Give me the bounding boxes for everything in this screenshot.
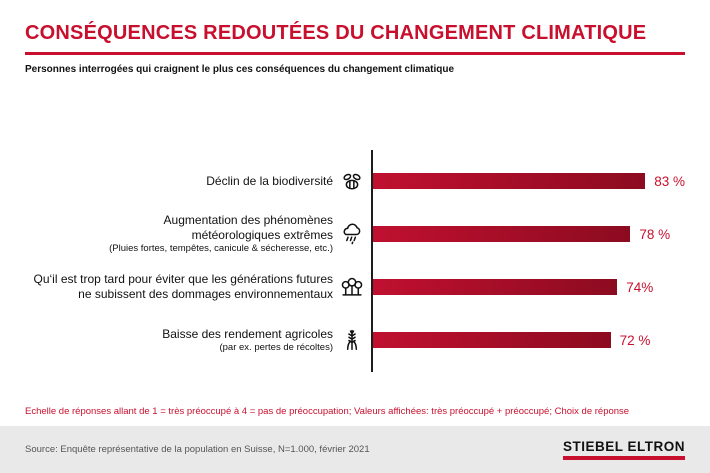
row-label-block: Augmentation des phénomènes météorologiq… [25,213,333,255]
row-label-block: Déclin de la biodiversité [25,174,333,189]
logo-red-bar [562,456,685,460]
bar-biodiversity [373,173,646,189]
trees-icon [333,274,371,300]
row-label-block: Qu‘il est trop tard pour éviter que les … [25,272,334,302]
source-text: Source: Enquête représentative de la pop… [25,444,370,455]
rain-cloud-icon [333,221,371,247]
bar-extreme-weather [373,226,631,242]
row-label-block: Baisse des rendement agricoles (par ex. … [25,327,333,354]
bar-value: 83 % [654,173,685,189]
row-label: Qu‘il est trop tard pour éviter que les … [33,272,334,301]
footer-bar: Source: Enquête représentative de la pop… [0,426,710,473]
chart-footnote: Echelle de réponses allant de 1 = très p… [25,406,630,417]
bar-value: 72 % [619,332,651,348]
page-title: CONSÉQUENCES REDOUTÉES DU CHANGEMENT CLI… [25,22,647,44]
row-label: Déclin de la biodiversité [206,173,333,188]
title-rule [25,52,685,55]
row-label: Augmentation des phénomènes météorologiq… [163,213,333,243]
chart-subtitle: Personnes interrogées qui craignent le p… [25,63,455,75]
row-sublabel: (par ex. pertes de récoltes) [219,341,333,353]
row-label: Baisse des rendement agricoles [162,326,333,341]
header: CONSÉQUENCES REDOUTÉES DU CHANGEMENT CLI… [0,0,710,75]
bar-agriculture [373,332,611,348]
chart-axis [371,149,373,372]
bar-row-too-late: Qu‘il est trop tard pour éviter que les … [25,261,685,314]
bee-icon [333,168,371,194]
logo-wordmark: STIEBEL ELTRON [562,439,685,454]
bar-value: 78 % [639,226,671,242]
bar-row-biodiversity: Déclin de la biodiversité 83 % [25,155,685,208]
bar-row-extreme-weather: Augmentation des phénomènes météorologiq… [25,208,685,261]
stiebel-eltron-logo: STIEBEL ELTRON [562,439,685,460]
bar-row-agriculture: Baisse des rendement agricoles (par ex. … [25,314,685,367]
bar-value: 74% [626,279,654,295]
bar-chart: Déclin de la biodiversité 83 % Augmentat… [25,149,685,372]
wheat-icon [333,327,371,353]
row-sublabel: (Pluies fortes, tempêtes, canicule & séc… [109,243,333,255]
bar-too-late [373,279,618,295]
